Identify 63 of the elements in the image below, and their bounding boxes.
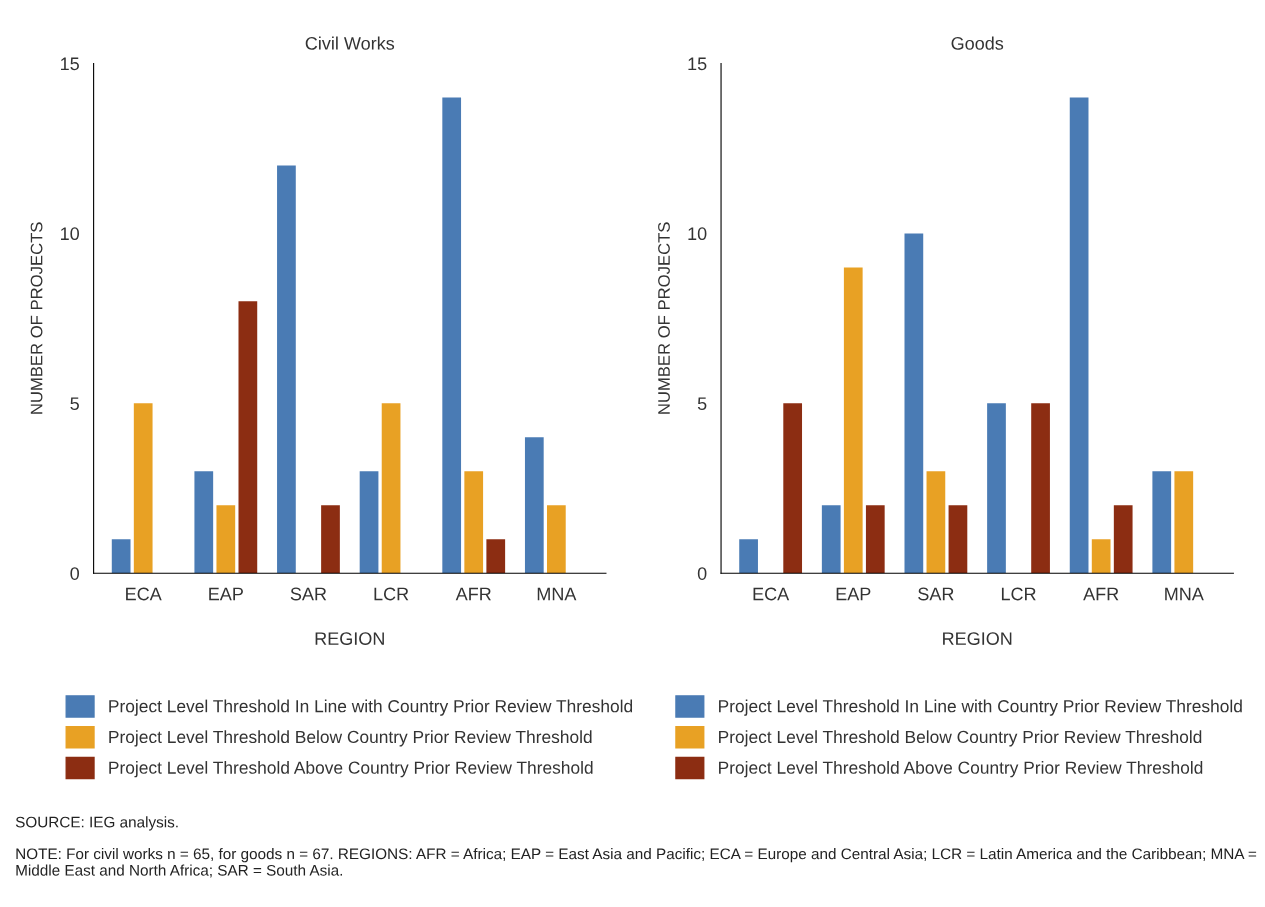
bar	[1091, 539, 1111, 574]
bar	[111, 539, 131, 574]
bar	[464, 471, 484, 574]
x-tick-label: SAR	[290, 587, 327, 601]
x-tick-label: AFR	[455, 587, 491, 601]
bar	[904, 233, 924, 574]
legend-label: Project Level Threshold Above Country Prior Review Threshold	[719, 761, 1203, 778]
legend-label: Project Level Threshold In Line with Country Prior Review Threshold	[719, 699, 1242, 716]
bar	[194, 471, 214, 574]
y-tick-label: 10	[688, 227, 707, 241]
x-tick-label: SAR	[918, 587, 954, 601]
bar	[546, 505, 566, 574]
bar	[783, 403, 803, 574]
bar	[865, 505, 885, 574]
bar	[381, 403, 401, 574]
y-tick-label: 15	[688, 57, 707, 71]
bar	[1174, 471, 1194, 574]
x-tick-label: LCR	[374, 587, 409, 601]
y-axis-title: NUMBER OF PROJECTS	[30, 222, 43, 414]
bar	[1031, 403, 1050, 574]
bar	[133, 403, 153, 574]
x-axis-title: REGION	[315, 632, 384, 645]
y-tick-label: 10	[61, 227, 80, 241]
bar	[442, 97, 462, 574]
bar	[359, 471, 379, 574]
legend-label: Project Level Threshold In Line with Country Prior Review Threshold	[109, 699, 633, 716]
x-tick-label: MNA	[537, 587, 577, 601]
bar	[821, 505, 841, 574]
chart-title: Civil Works	[305, 36, 395, 50]
x-axis-title: REGION	[943, 632, 1012, 645]
x-tick-label: EAP	[836, 587, 871, 601]
bar	[321, 505, 340, 574]
bar	[1069, 97, 1089, 574]
bar	[1152, 471, 1172, 574]
x-tick-label: ECA	[126, 587, 162, 601]
x-tick-label: EAP	[209, 587, 243, 601]
source-note: SOURCE: IEG analysis.	[15, 816, 178, 831]
bar	[216, 505, 236, 574]
text: NOTE: For civil works n = 65, for goods n = 67. REGIONS: AFR = Africa; EAP = East Asia and Pacific; ECA = Europe and Central Asia; LCR = Latin America and the Caribbean; MNA = Middle East and North Africa; SAR = South Asia.	[16, 848, 1257, 878]
y-tick-label: 5	[70, 397, 79, 411]
bar	[843, 267, 863, 574]
bar	[486, 539, 506, 574]
chart-title: Goods	[951, 36, 1004, 50]
bar	[926, 471, 946, 574]
bar	[739, 539, 758, 574]
legend-label: Project Level Threshold Below Country Prior Review Threshold	[719, 730, 1202, 747]
bar	[238, 301, 258, 574]
y-axis-title: NUMBER OF PROJECTS	[658, 222, 670, 414]
y-tick-label: 0	[697, 567, 707, 580]
x-tick-label: AFR	[1083, 587, 1119, 601]
bar	[987, 403, 1006, 574]
y-tick-label: 0	[70, 567, 80, 580]
bar	[948, 505, 968, 574]
legend-label: Project Level Threshold Above Country Prior Review Threshold	[109, 761, 593, 778]
x-tick-label: MNA	[1165, 587, 1204, 601]
bar	[524, 437, 544, 574]
x-tick-label: ECA	[753, 587, 790, 601]
bar	[1113, 505, 1133, 574]
x-tick-label: LCR	[1001, 587, 1036, 601]
bar	[277, 165, 296, 574]
legend-label: Project Level Threshold Below Country Prior Review Threshold	[109, 730, 592, 747]
y-tick-label: 5	[697, 397, 707, 411]
y-tick-label: 15	[61, 57, 79, 71]
